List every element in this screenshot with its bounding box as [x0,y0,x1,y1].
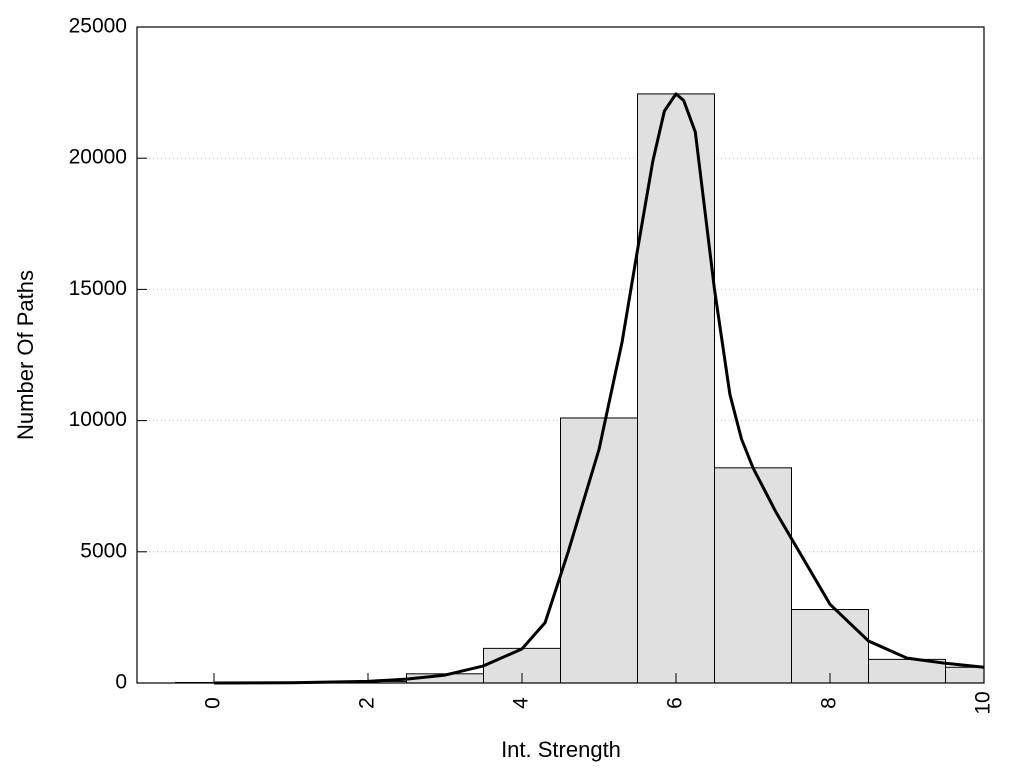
histogram-bar [791,609,869,684]
y-tick-label: 0 [115,671,127,694]
curve-line [213,92,985,685]
y-tick-label: 20000 [69,146,127,169]
histogram-bar [945,666,985,684]
y-tick-label: 10000 [69,408,127,431]
bars [175,93,985,684]
x-axis-ticks: 0 2 4 6 8 10 [202,673,995,715]
histogram-bar [560,417,638,684]
y-tick-label: 25000 [69,15,127,38]
x-tick-label: 4 [510,697,533,709]
x-tick-label: 10 [972,691,995,714]
x-tick-label: 8 [818,697,841,709]
y-tick-label: 15000 [69,277,127,300]
density-curve [213,92,985,685]
x-tick-label: 0 [202,697,225,709]
x-tick-label: 2 [356,697,379,709]
y-axis-title: Number Of Paths [13,270,38,440]
y-axis-ticks: 0 5000 10000 15000 20000 25000 [69,15,147,694]
x-axis-title: Int. Strength [501,737,621,762]
y-tick-label: 5000 [80,539,127,562]
plot-frame [136,26,985,684]
x-tick-label: 6 [664,697,687,709]
histogram-bar [714,467,792,684]
